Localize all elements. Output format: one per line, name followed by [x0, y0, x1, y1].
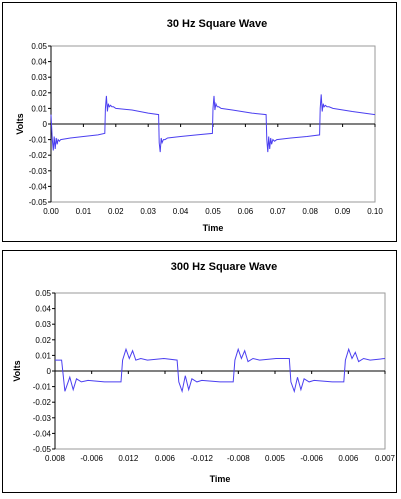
y-tick-label: -0.03 [33, 414, 52, 423]
y-tick-label: -0.01 [29, 136, 48, 145]
chart-panel-300hz: 300 Hz Square Wave -0.05 -0.04 -0.03 -0.02 -0… [2, 250, 397, 493]
y-tick-label: -0.05 [33, 445, 52, 454]
y-tick-label: -0.02 [33, 398, 52, 407]
x-tick-label: 0.006 [338, 454, 359, 463]
x-tick-label: 0.05 [205, 207, 221, 216]
chart-title: 300 Hz Square Wave [171, 261, 278, 273]
x-tick-label: 0.08 [302, 207, 318, 216]
y-axis-title: Volts [15, 113, 25, 134]
series-line-0 [55, 347, 386, 394]
chart-title: 30 Hz Square Wave [167, 18, 267, 30]
x-tick-label: -0.006 [80, 454, 103, 463]
x-tick-label: 0.008 [45, 454, 66, 463]
y-tick-label: 0 [47, 367, 52, 376]
y-tick-label: -0.02 [29, 151, 48, 160]
x-tick-label: 0.09 [335, 207, 351, 216]
x-tick-label: 0.02 [108, 207, 124, 216]
x-tick-label: 0.005 [265, 454, 286, 463]
y-tick-label: 0.05 [31, 42, 47, 51]
y-tick-label: 0.04 [35, 305, 51, 314]
x-tick-label: 0.06 [238, 207, 254, 216]
x-tick-label: -0.006 [300, 454, 323, 463]
x-tick-label: 0.007 [375, 454, 396, 463]
y-tick-label: 0.05 [35, 289, 51, 298]
x-tick-label: 0.04 [173, 207, 189, 216]
y-tick-label: 0.01 [31, 104, 47, 113]
y-tick-label: -0.04 [29, 182, 48, 191]
x-axis-title: Time [203, 223, 224, 233]
y-tick-label: 0.02 [35, 336, 51, 345]
y-axis-title: Volts [12, 360, 22, 381]
y-tick-label: 0.03 [35, 320, 51, 329]
series-line-0 [50, 94, 376, 153]
x-tick-label: 0.10 [367, 207, 383, 216]
x-tick-label: 0.00 [43, 207, 59, 216]
chart-panel-30hz: 30 Hz Square Wave -0.05 -0.04 -0.03 -0.02 -0.… [2, 2, 397, 242]
x-tick-label: 0.07 [270, 207, 286, 216]
x-tick-label: 0.03 [140, 207, 156, 216]
x-axis-title: Time [210, 474, 231, 484]
x-tick-label: 0.01 [76, 207, 92, 216]
y-tick-label: 0.02 [31, 89, 47, 98]
x-tick-label: 0.006 [155, 454, 176, 463]
y-tick-label: 0.04 [31, 58, 47, 67]
y-tick-label: -0.03 [29, 167, 48, 176]
y-tick-label: 0 [43, 120, 48, 129]
x-tick-label: -0.012 [190, 454, 213, 463]
y-tick-label: 0.03 [31, 73, 47, 82]
chart-300hz: 300 Hz Square Wave -0.05 -0.04 -0.03 -0.02 -0… [12, 261, 396, 484]
y-tick-label: 0.01 [35, 351, 51, 360]
x-tick-label: -0.008 [227, 454, 250, 463]
y-tick-label: -0.01 [33, 383, 52, 392]
chart-30hz: 30 Hz Square Wave -0.05 -0.04 -0.03 -0.02 -0.… [15, 18, 383, 233]
y-tick-label: -0.04 [33, 429, 52, 438]
x-tick-label: 0.012 [118, 454, 139, 463]
y-tick-label: -0.05 [29, 198, 48, 207]
